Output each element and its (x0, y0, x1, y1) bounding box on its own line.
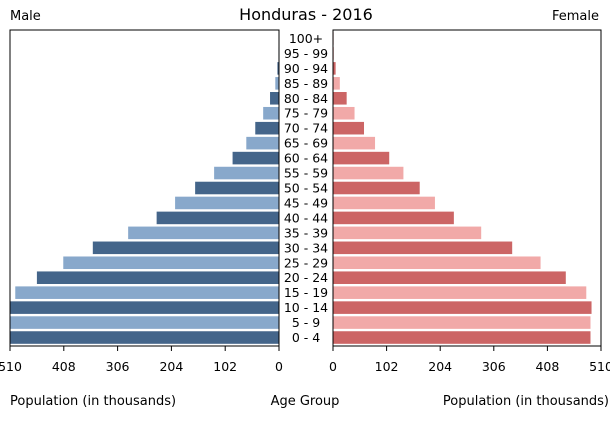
x-axis-title-right: Population (in thousands) (443, 394, 609, 409)
male-plot-frame (9, 29, 280, 347)
female-bar-15-19 (333, 286, 587, 299)
female-x-tick-label: 204 (428, 359, 452, 374)
age-label: 70 - 74 (284, 121, 328, 136)
age-label: 5 - 9 (292, 315, 320, 330)
age-label: 20 - 24 (284, 270, 328, 285)
male-bar-35-39 (128, 226, 279, 240)
age-label: 95 - 99 (284, 46, 328, 61)
age-label: 75 - 79 (284, 106, 328, 121)
age-label: 50 - 54 (284, 181, 328, 196)
male-bar-45-49 (175, 196, 279, 210)
female-bar-90-94 (333, 62, 336, 75)
male-header: Male (10, 9, 41, 24)
male-bar-20-24 (36, 271, 280, 284)
x-axis-title-center: Age Group (271, 394, 340, 409)
female-bar-30-34 (333, 241, 513, 255)
age-label: 85 - 89 (284, 76, 328, 91)
male-x-tick-label: 204 (159, 359, 183, 374)
female-bar-55-59 (333, 166, 404, 180)
male-bar-15-19 (15, 286, 280, 299)
age-label: 65 - 69 (284, 136, 328, 151)
female-x-tick-label: 102 (375, 359, 399, 374)
male-bar-10-14 (10, 301, 279, 314)
male-bar-60-64 (232, 151, 279, 165)
chart-title: Honduras - 2016 (239, 5, 373, 24)
age-label: 55 - 59 (284, 166, 328, 181)
female-plot-frame (332, 29, 602, 347)
male-bar-40-44 (156, 211, 279, 225)
female-x-tick-label: 408 (535, 359, 559, 374)
female-header: Female (552, 9, 599, 24)
male-bar-25-29 (63, 256, 279, 270)
female-bar-20-24 (333, 271, 566, 284)
male-plot-area: 510 408 306 204 102 0 (0, 29, 283, 374)
female-bar-65-69 (333, 136, 376, 150)
male-bar-0-4 (10, 331, 279, 344)
age-label: 15 - 19 (284, 285, 328, 300)
age-label: 60 - 64 (284, 151, 328, 166)
male-bar-65-69 (246, 136, 279, 150)
female-bar-5-9 (333, 316, 591, 329)
age-label: 80 - 84 (284, 91, 328, 106)
male-bar-75-79 (263, 106, 279, 120)
male-x-tick-label: 306 (106, 359, 130, 374)
age-label: 90 - 94 (284, 61, 328, 76)
age-label: 45 - 49 (284, 195, 328, 210)
female-bar-25-29 (333, 256, 541, 270)
age-label: 35 - 39 (284, 225, 328, 240)
male-bar-80-84 (270, 92, 279, 105)
age-label: 30 - 34 (284, 240, 328, 255)
male-bar-90-94 (277, 62, 279, 75)
female-bar-80-84 (333, 92, 347, 105)
female-bar-75-79 (333, 106, 355, 120)
age-label: 25 - 29 (284, 255, 328, 270)
age-label: 10 - 14 (284, 300, 328, 315)
male-x-tick-label: 0 (275, 359, 283, 374)
male-bar-85-89 (275, 77, 279, 90)
male-x-tick-label: 408 (52, 359, 76, 374)
male-bar-5-9 (10, 316, 279, 329)
male-bar-50-54 (195, 181, 279, 195)
female-bar-10-14 (333, 301, 592, 314)
male-bar-30-34 (92, 241, 279, 255)
female-bar-70-74 (333, 121, 365, 135)
male-bar-55-59 (214, 166, 279, 180)
age-label: 100+ (289, 31, 323, 46)
x-axis-title-left: Population (in thousands) (10, 394, 176, 409)
female-bar-85-89 (333, 77, 340, 90)
male-bar-70-74 (255, 121, 279, 135)
female-bar-40-44 (333, 211, 454, 225)
male-x-tick-label: 510 (0, 359, 22, 374)
female-bar-45-49 (333, 196, 435, 210)
male-x-tick-label: 102 (213, 359, 237, 374)
female-bar-0-4 (333, 331, 591, 344)
female-x-tick-label: 0 (329, 359, 337, 374)
female-plot-area: 0 102 204 306 408 510 (329, 29, 610, 374)
female-bar-60-64 (333, 151, 390, 165)
female-x-tick-label: 306 (482, 359, 506, 374)
female-bar-35-39 (333, 226, 482, 240)
female-x-tick-label: 510 (589, 359, 610, 374)
female-bar-50-54 (333, 181, 420, 195)
age-label: 40 - 44 (284, 210, 328, 225)
age-label: 0 - 4 (292, 330, 320, 345)
